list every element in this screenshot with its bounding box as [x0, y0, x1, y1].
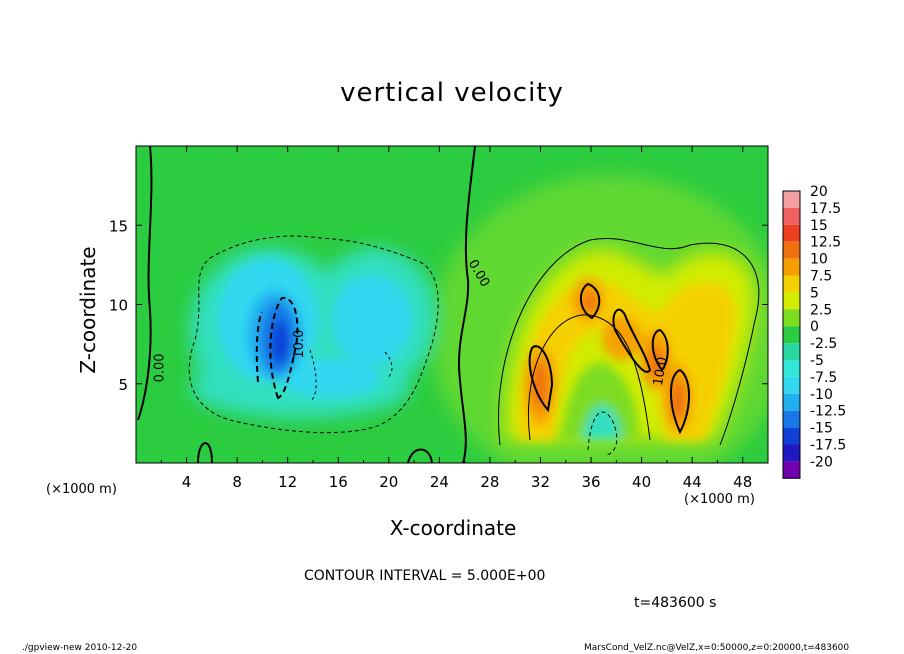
colorbar-swatch	[783, 224, 800, 242]
colorbar-level-label: -2.5	[810, 336, 837, 352]
colorbar-level-label: 2.5	[810, 302, 832, 318]
colorbar-frame	[782, 190, 801, 479]
x-axis-unit-left: (×1000 m)	[46, 482, 117, 497]
colorbar-level-label: -17.5	[810, 438, 846, 454]
colorbar-level-label: 12.5	[810, 235, 841, 251]
x-axis-ticks: 4 8 12 16 20 24 28 32 36 40 44 48	[160, 146, 752, 491]
colorbar-swatch	[783, 393, 800, 411]
colorbar-swatch	[783, 461, 800, 479]
x-tick-label: 24	[430, 473, 449, 491]
x-tick-label: 20	[379, 473, 398, 491]
y-axis-ticks: 5 10 15	[109, 217, 768, 394]
footer-program: ./gpview-new 2010-12-20	[22, 643, 138, 653]
y-tick-label: 5	[118, 376, 128, 394]
x-tick-label: 48	[733, 473, 752, 491]
contour-label: 0.00	[153, 353, 168, 382]
x-tick-label: 32	[531, 473, 550, 491]
colorbar-level-label: -20	[810, 454, 833, 470]
y-tick-label: 10	[109, 297, 128, 315]
footer-source: MarsCond_VelZ.nc@VelZ,x=0:50000,z=0:2000…	[584, 643, 850, 653]
colorbar-swatch	[783, 444, 800, 462]
x-axis-label-text: X-coordinate	[389, 516, 517, 540]
contour-label: 10.0	[292, 330, 307, 359]
colorbar-swatch	[783, 410, 800, 428]
contour-lines	[137, 146, 760, 463]
x-tick-label: 16	[329, 473, 348, 491]
colorbar-swatch	[783, 292, 800, 310]
colorbar-level-label: 7.5	[810, 269, 832, 285]
colorbar-level-label: -15	[810, 421, 833, 437]
colorbar-level-label: -5	[810, 353, 824, 369]
colorbar-level-label: 5	[810, 285, 819, 301]
contour-label: 10.0	[651, 356, 671, 387]
x-axis-label: X-coordinate	[0, 516, 904, 540]
colorbar-swatch	[783, 241, 800, 259]
time-label: t=483600 s	[634, 595, 717, 611]
colorbar-level-label: -7.5	[810, 370, 837, 386]
x-tick-label: 4	[182, 473, 192, 491]
x-tick-label: 36	[581, 473, 600, 491]
colorbar-swatch	[783, 207, 800, 225]
colorbar: 2017.51512.5107.552.50-2.5-5-7.5-10-12.5…	[782, 184, 846, 479]
colorbar-swatch	[783, 343, 800, 360]
shaded-field	[136, 146, 768, 463]
chart-title: vertical velocity	[340, 78, 564, 108]
colorbar-swatch	[783, 275, 800, 293]
colorbar-level-label: 10	[810, 252, 828, 268]
x-tick-label: 12	[278, 473, 297, 491]
y-tick-label: 15	[109, 217, 128, 235]
colorbar-swatch	[783, 376, 800, 394]
x-axis-unit-right: (×1000 m)	[684, 492, 755, 507]
x-tick-label: 40	[632, 473, 651, 491]
colorbar-swatch	[783, 258, 800, 276]
contour-interval-label: CONTOUR INTERVAL = 5.000E+00	[304, 568, 546, 584]
colorbar-level-label: -10	[810, 387, 833, 403]
colorbar-swatch	[783, 427, 800, 445]
x-tick-label: 28	[480, 473, 499, 491]
y-axis-label: Z-coordinate	[76, 246, 100, 374]
colorbar-level-label: -12.5	[810, 404, 846, 420]
colorbar-level-label: 20	[810, 184, 828, 200]
colorbar-swatch	[783, 326, 800, 344]
colorbar-level-label: 15	[810, 218, 828, 234]
x-tick-label: 8	[232, 473, 242, 491]
colorbar-swatch	[783, 360, 800, 377]
colorbar-swatch	[783, 309, 800, 327]
colorbar-swatch	[783, 191, 800, 208]
colorbar-level-label: 17.5	[810, 201, 841, 217]
x-tick-label: 44	[683, 473, 702, 491]
colorbar-level-label: 0	[810, 319, 819, 335]
